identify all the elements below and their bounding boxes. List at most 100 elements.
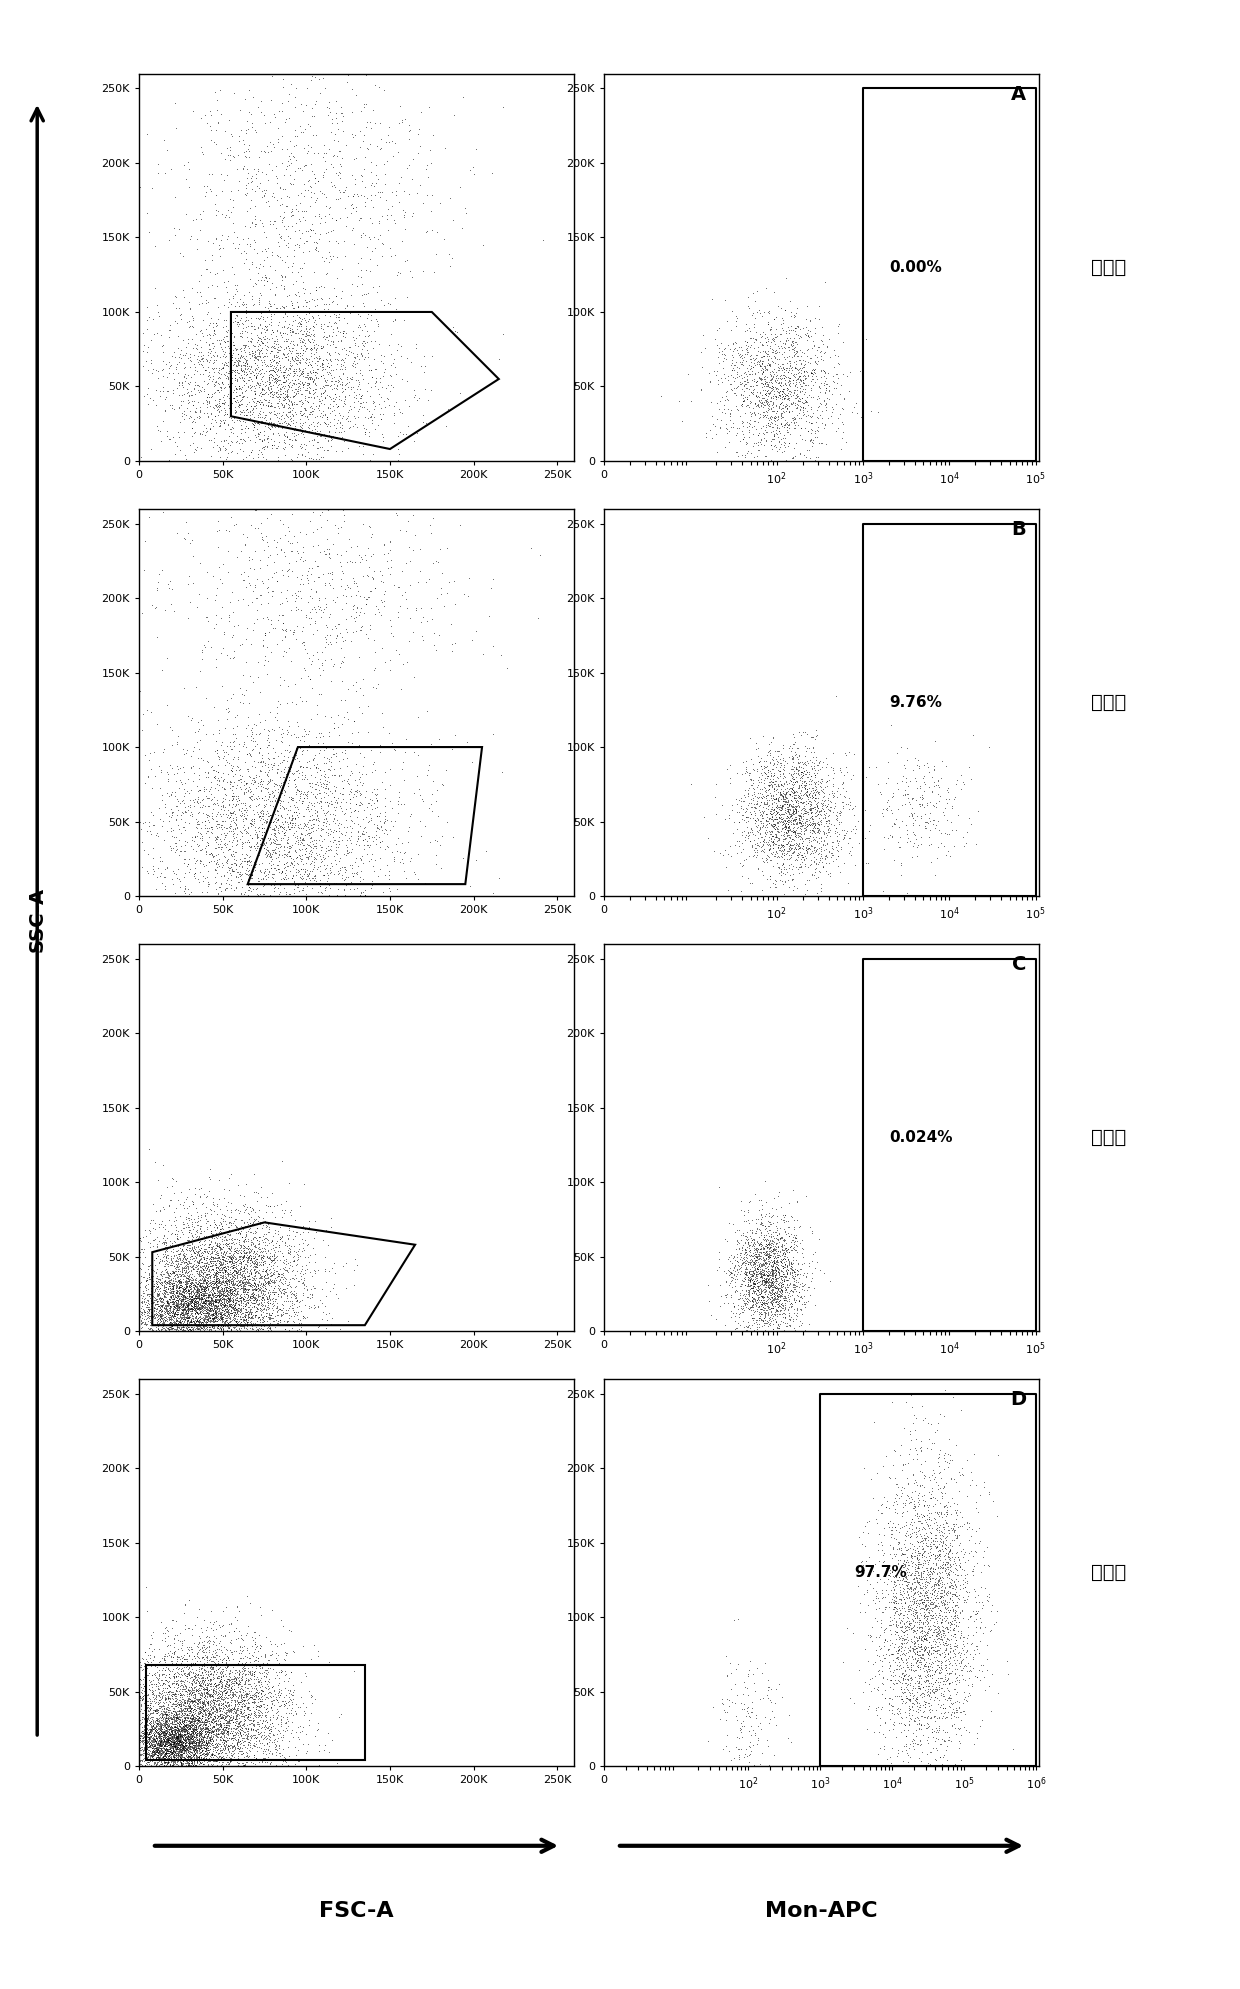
Point — [169, 1289, 188, 1321]
Point — [182, 1746, 202, 1778]
Point — [139, 1718, 159, 1750]
Point — [182, 1742, 202, 1774]
Point — [232, 356, 252, 388]
Point — [291, 581, 311, 613]
Point — [229, 342, 249, 374]
Point — [234, 396, 254, 428]
Point — [790, 804, 810, 835]
Point — [294, 149, 314, 181]
Point — [835, 821, 854, 853]
Point — [775, 829, 795, 861]
Point — [768, 358, 787, 390]
Point — [170, 1718, 190, 1750]
Point — [758, 1231, 777, 1263]
Point — [265, 768, 285, 800]
Point — [296, 1661, 316, 1693]
Point — [758, 827, 777, 859]
Point — [928, 1649, 947, 1681]
Point — [150, 1715, 170, 1746]
Point — [144, 1633, 164, 1665]
Point — [180, 1241, 200, 1273]
Point — [172, 1645, 192, 1677]
Point — [157, 1641, 177, 1673]
Point — [181, 1746, 201, 1778]
Point — [195, 1285, 215, 1317]
Point — [210, 1627, 229, 1659]
Point — [182, 1673, 202, 1705]
Point — [191, 1277, 211, 1309]
Point — [231, 340, 250, 372]
Point — [221, 1285, 241, 1317]
Point — [177, 1722, 197, 1754]
Point — [176, 1722, 196, 1754]
Point — [155, 1730, 175, 1762]
Point — [192, 1734, 212, 1766]
Point — [914, 1539, 934, 1571]
Point — [210, 1707, 229, 1738]
Point — [198, 1265, 218, 1297]
Point — [782, 837, 802, 869]
Point — [913, 1671, 932, 1703]
Point — [283, 1241, 303, 1273]
Point — [274, 1627, 294, 1659]
Point — [187, 1297, 207, 1329]
Point — [162, 1744, 182, 1776]
Point — [181, 1695, 201, 1726]
Point — [901, 1651, 921, 1683]
Point — [160, 1311, 180, 1343]
Point — [184, 1726, 203, 1758]
Point — [759, 1273, 779, 1305]
Point — [246, 1748, 265, 1780]
Point — [785, 817, 805, 849]
Point — [951, 760, 971, 792]
Point — [908, 1667, 928, 1699]
Point — [278, 1255, 298, 1287]
Point — [312, 636, 332, 668]
Point — [221, 1239, 241, 1271]
Point — [188, 1685, 208, 1717]
Point — [213, 1237, 233, 1269]
Point — [339, 672, 358, 704]
Point — [171, 1277, 191, 1309]
Point — [172, 1235, 192, 1267]
Point — [213, 430, 233, 461]
Point — [187, 1746, 207, 1778]
Point — [165, 1730, 185, 1762]
Point — [224, 1740, 244, 1772]
Point — [928, 1536, 947, 1567]
Point — [947, 1601, 967, 1633]
Point — [300, 662, 320, 694]
Point — [187, 368, 207, 400]
Point — [160, 1307, 180, 1339]
Point — [759, 768, 779, 800]
Point — [141, 1301, 161, 1333]
Point — [236, 802, 255, 833]
Point — [291, 863, 311, 895]
Point — [231, 815, 250, 847]
Point — [193, 169, 213, 201]
Point — [169, 1709, 188, 1740]
Point — [802, 782, 822, 814]
Point — [213, 1717, 233, 1748]
Point — [326, 740, 346, 772]
Point — [213, 1279, 233, 1311]
Point — [205, 1303, 224, 1335]
Point — [169, 1283, 188, 1315]
Point — [781, 829, 801, 861]
Point — [776, 812, 796, 843]
Point — [775, 358, 795, 390]
Point — [914, 1603, 934, 1635]
Point — [308, 800, 327, 831]
Point — [218, 1297, 238, 1329]
Point — [172, 1309, 192, 1341]
Point — [281, 199, 301, 231]
Point — [807, 788, 827, 819]
Point — [238, 1720, 258, 1752]
Point — [734, 384, 754, 416]
Point — [227, 1295, 247, 1327]
Point — [224, 1209, 244, 1241]
Point — [237, 1633, 257, 1665]
Point — [738, 1269, 758, 1301]
Point — [264, 298, 284, 330]
Point — [914, 1619, 934, 1651]
